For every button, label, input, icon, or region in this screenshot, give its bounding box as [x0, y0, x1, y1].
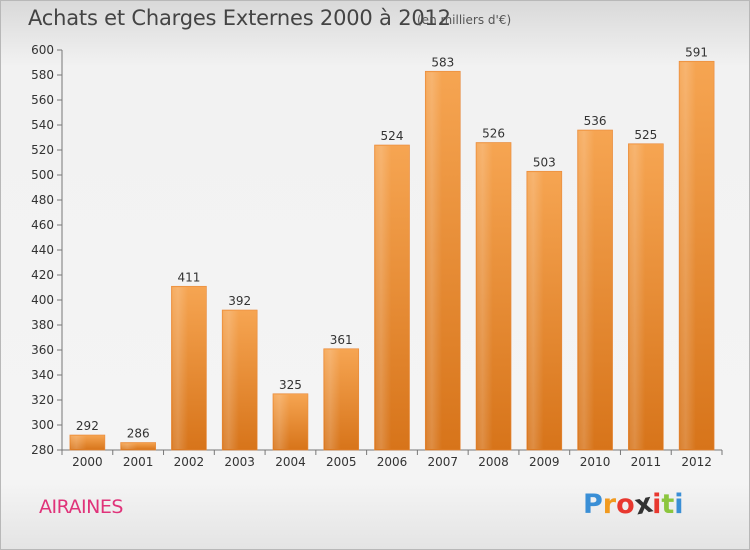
- x-tick-label: 2000: [72, 455, 103, 469]
- y-axis: 280 300 320 340 360 380 400 420 440 460 480 500 520 5…: [31, 43, 63, 457]
- bar-highlight: [273, 394, 290, 449]
- x-tick-label: 2001: [123, 455, 154, 469]
- x-tick-label: 2002: [174, 455, 205, 469]
- bar-2001: [120, 442, 156, 451]
- data-label-2008: 526: [482, 127, 505, 141]
- logo-letter: i: [674, 489, 684, 520]
- x-tick-label: 2003: [224, 455, 255, 469]
- data-label-2005: 361: [330, 333, 353, 347]
- y-tick-label: 600: [31, 43, 54, 57]
- y-tick-label: 580: [31, 68, 54, 82]
- data-label-2012: 591: [685, 45, 708, 59]
- chart-subtitle: (en milliers d'€): [417, 13, 512, 27]
- y-tick-label: 420: [31, 268, 54, 282]
- y-tick-label: 540: [31, 118, 54, 132]
- x-tick-label: 2012: [681, 455, 712, 469]
- data-label-2011: 525: [634, 128, 657, 142]
- x-tick-label: 2005: [326, 455, 357, 469]
- bar-highlight: [527, 172, 544, 449]
- logo-letter: t: [661, 489, 675, 520]
- x-tick-label: 2009: [529, 455, 560, 469]
- data-label-2000: 292: [76, 419, 99, 433]
- y-tick-label: 560: [31, 93, 54, 107]
- data-label-2003: 392: [228, 294, 251, 308]
- data-label-2007: 583: [431, 55, 454, 69]
- bars: [69, 60, 715, 451]
- bar-highlight: [172, 287, 189, 449]
- y-tick-label: 460: [31, 218, 54, 232]
- data-label-2010: 536: [584, 114, 607, 128]
- bar-highlight: [223, 311, 239, 449]
- y-tick-label: 320: [31, 393, 54, 407]
- data-label-2006: 524: [381, 129, 404, 143]
- x-tick-label: 2008: [478, 455, 509, 469]
- proxiti-logo: Proxiti: [583, 488, 684, 522]
- y-tick-label: 280: [31, 443, 54, 457]
- place-name: AIRAINES: [39, 496, 123, 518]
- data-label-2002: 411: [177, 270, 200, 284]
- bar-highlight: [324, 349, 341, 449]
- logo-letter: r: [602, 489, 617, 520]
- y-tick-label: 500: [31, 168, 54, 182]
- y-tick-label: 480: [31, 193, 54, 207]
- y-tick-label: 440: [31, 243, 54, 257]
- y-tick-label: 360: [31, 343, 54, 357]
- bar-highlight: [578, 131, 595, 449]
- bar-highlight: [375, 146, 392, 449]
- y-tick-label: 400: [31, 293, 54, 307]
- chart-title: Achats et Charges Externes 2000 à 2012: [28, 6, 451, 30]
- data-label-2004: 325: [279, 378, 302, 392]
- x-tick-label: 2006: [377, 455, 408, 469]
- logo-letter: P: [583, 489, 603, 520]
- bar-highlight: [70, 436, 87, 449]
- x-tick-label: 2010: [580, 455, 611, 469]
- bar-highlight: [680, 62, 696, 449]
- bar-highlight: [426, 72, 443, 449]
- data-label-2009: 503: [533, 155, 556, 169]
- x-tick-label: 2004: [275, 455, 306, 469]
- logo-letter: i: [652, 489, 662, 520]
- data-labels: 292 286 411 392 325 361 524 583 526 503 536 525 591: [76, 45, 708, 440]
- logo-letter: o: [616, 489, 635, 520]
- y-tick-label: 380: [31, 318, 54, 332]
- y-tick-label: 300: [31, 418, 54, 432]
- x-tick-label: 2011: [631, 455, 662, 469]
- bar-highlight: [629, 144, 646, 449]
- x-tick-label: 2007: [427, 455, 458, 469]
- y-tick-label: 340: [31, 368, 54, 382]
- x-axis: 2000 2001 2002 2003 2004 2005 2006 2007 2008 2009…: [61, 449, 723, 469]
- bar-highlight: [121, 443, 138, 449]
- y-tick-label: 520: [31, 143, 54, 157]
- bar-highlight: [477, 143, 493, 449]
- data-label-2001: 286: [127, 427, 150, 441]
